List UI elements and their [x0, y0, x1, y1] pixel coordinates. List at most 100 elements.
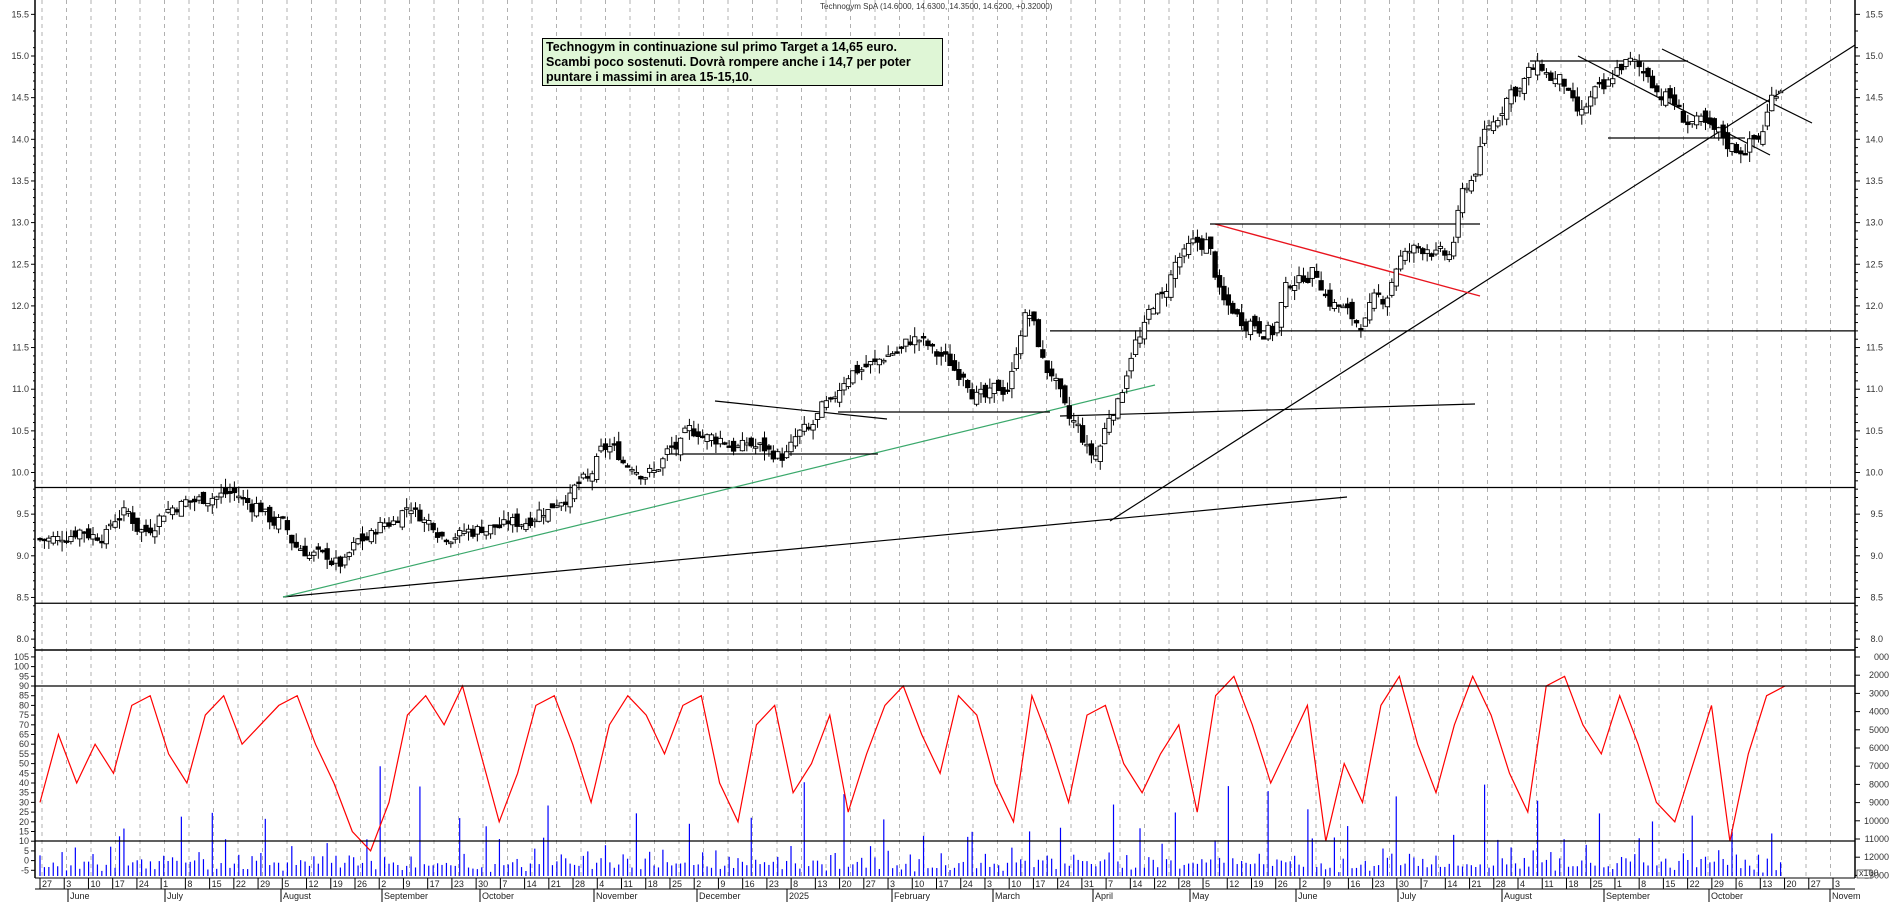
- svg-text:22: 22: [1157, 879, 1167, 889]
- svg-text:22: 22: [1690, 879, 1700, 889]
- svg-text:10.0: 10.0: [1865, 468, 1883, 478]
- svg-text:2: 2: [696, 879, 701, 889]
- svg-text:1: 1: [163, 879, 168, 889]
- svg-text:0: 0: [24, 856, 29, 866]
- svg-text:July: July: [1400, 891, 1417, 901]
- svg-text:2: 2: [1302, 879, 1307, 889]
- svg-text:18: 18: [648, 879, 658, 889]
- svg-text:75: 75: [19, 710, 29, 720]
- svg-text:80: 80: [19, 700, 29, 710]
- svg-text:9.5: 9.5: [1870, 509, 1883, 519]
- candlestick-series: [37, 51, 1784, 574]
- svg-text:21: 21: [551, 879, 561, 889]
- axes: 8.0 8.0 8.5 8.5 9.0 9.0 9.5 9.5 10.0 10.0 10.5 10.5…: [11, 0, 1889, 880]
- svg-text:11000: 11000: [1865, 834, 1889, 844]
- svg-text:9.5: 9.5: [16, 509, 29, 519]
- svg-text:13000: 13000: [1864, 870, 1889, 880]
- svg-text:9: 9: [405, 879, 410, 889]
- svg-text:Novem: Novem: [1832, 891, 1861, 901]
- svg-text:4000: 4000: [1869, 707, 1889, 717]
- volume-bars: [39, 766, 1782, 876]
- svg-text:October: October: [1711, 891, 1743, 901]
- svg-text:50: 50: [19, 759, 29, 769]
- svg-text:11.5: 11.5: [12, 343, 29, 353]
- svg-text:11.0: 11.0: [12, 384, 29, 394]
- svg-text:30: 30: [1399, 879, 1409, 889]
- svg-text:17: 17: [115, 879, 125, 889]
- svg-text:15.5: 15.5: [1865, 9, 1883, 19]
- svg-text:13: 13: [817, 879, 827, 889]
- svg-text:August: August: [1504, 891, 1533, 901]
- svg-text:February: February: [894, 891, 931, 901]
- svg-text:12.5: 12.5: [1865, 259, 1883, 269]
- svg-text:60: 60: [19, 739, 29, 749]
- svg-text:70: 70: [19, 720, 29, 730]
- svg-text:11.5: 11.5: [1866, 343, 1883, 353]
- svg-text:8000: 8000: [1869, 779, 1889, 789]
- svg-text:May: May: [1192, 891, 1210, 901]
- svg-text:June: June: [70, 891, 90, 901]
- svg-text:12.5: 12.5: [11, 259, 29, 269]
- svg-text:16: 16: [745, 879, 755, 889]
- svg-text:10: 10: [90, 879, 100, 889]
- svg-text:45: 45: [19, 768, 29, 778]
- oscillator-line: [39, 674, 1786, 853]
- svg-text:20: 20: [842, 879, 852, 889]
- svg-text:17: 17: [939, 879, 949, 889]
- svg-text:25: 25: [19, 807, 29, 817]
- svg-text:28: 28: [1496, 879, 1506, 889]
- svg-text:30: 30: [19, 797, 29, 807]
- svg-text:June: June: [1298, 891, 1318, 901]
- svg-text:27: 27: [42, 879, 52, 889]
- svg-text:September: September: [384, 891, 428, 901]
- svg-text:8.5: 8.5: [16, 592, 29, 602]
- vertical-grid: [41, 0, 1831, 878]
- svg-text:23: 23: [769, 879, 779, 889]
- annotation-line-2: Scambi poco sostenuti. Dovrà rompere anc…: [546, 55, 911, 69]
- svg-text:9000: 9000: [1869, 798, 1889, 808]
- svg-text:x100: x100: [1859, 868, 1879, 878]
- svg-text:15.5: 15.5: [11, 9, 29, 19]
- svg-text:November: November: [596, 891, 638, 901]
- annotation-line-3: puntare i massimi in area 15-15,10.: [546, 70, 753, 84]
- svg-text:25: 25: [1593, 879, 1603, 889]
- svg-text:000: 000: [1874, 652, 1889, 662]
- svg-text:27: 27: [1811, 879, 1821, 889]
- svg-text:8: 8: [187, 879, 192, 889]
- svg-text:10.0: 10.0: [11, 468, 29, 478]
- svg-text:7: 7: [1423, 879, 1428, 889]
- svg-text:17: 17: [1035, 879, 1045, 889]
- svg-text:29: 29: [1714, 879, 1724, 889]
- svg-text:14: 14: [1132, 879, 1142, 889]
- svg-text:31: 31: [1084, 879, 1094, 889]
- svg-text:28: 28: [1181, 879, 1191, 889]
- svg-text:14.0: 14.0: [1865, 134, 1883, 144]
- svg-text:26: 26: [357, 879, 367, 889]
- svg-text:14: 14: [527, 879, 537, 889]
- svg-text:13.5: 13.5: [1865, 176, 1883, 186]
- svg-text:April: April: [1095, 891, 1113, 901]
- svg-text:55: 55: [19, 749, 29, 759]
- svg-text:7: 7: [502, 879, 507, 889]
- svg-text:5: 5: [1205, 879, 1210, 889]
- svg-text:11: 11: [1544, 879, 1553, 889]
- svg-text:85: 85: [19, 691, 29, 701]
- svg-text:7000: 7000: [1869, 761, 1889, 771]
- svg-text:10: 10: [19, 836, 29, 846]
- svg-text:5: 5: [24, 846, 29, 856]
- analysis-annotation-box: Technogym in continuazione sul primo Tar…: [542, 38, 943, 86]
- svg-text:3: 3: [890, 879, 895, 889]
- svg-text:8.5: 8.5: [1870, 592, 1883, 602]
- svg-text:12: 12: [309, 879, 319, 889]
- svg-text:21: 21: [1472, 879, 1482, 889]
- svg-text:29: 29: [260, 879, 270, 889]
- svg-text:28: 28: [575, 879, 585, 889]
- svg-text:10.5: 10.5: [11, 426, 29, 436]
- svg-text:12: 12: [1229, 879, 1239, 889]
- svg-text:13.0: 13.0: [1865, 218, 1883, 228]
- svg-text:9: 9: [720, 879, 725, 889]
- svg-text:23: 23: [1375, 879, 1385, 889]
- svg-text:2: 2: [381, 879, 386, 889]
- svg-text:13: 13: [1762, 879, 1772, 889]
- svg-text:27: 27: [866, 879, 876, 889]
